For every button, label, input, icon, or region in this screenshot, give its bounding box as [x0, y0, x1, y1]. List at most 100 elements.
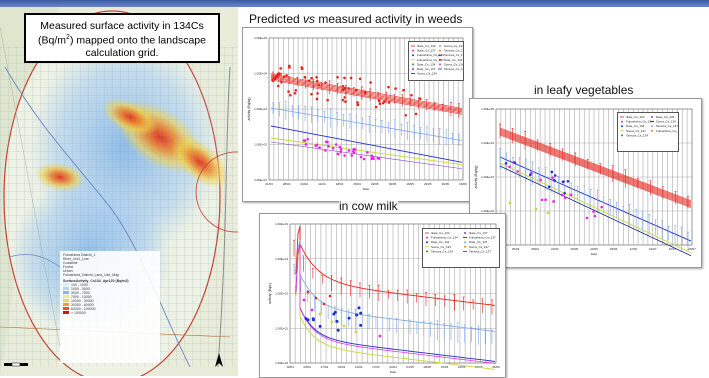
measured-point-red	[316, 92, 319, 95]
legend-swatch	[426, 236, 428, 239]
legend-swatch	[412, 63, 414, 66]
legend-entry: Tamura_Cs_134	[444, 49, 463, 53]
measured-point-magenta	[593, 214, 597, 218]
measured-point-magenta	[304, 143, 308, 146]
model-line-yellowgreen	[499, 162, 692, 254]
legend-entry: Iitate_Cs_134	[431, 231, 450, 235]
x-tick-label: 22/05	[458, 365, 466, 369]
measured-point-red	[349, 76, 353, 80]
legend-swatch	[651, 129, 653, 132]
model-line-red	[499, 131, 692, 205]
legend-entry: Soma_Cs_137	[444, 44, 463, 48]
measured-point-blue	[355, 313, 359, 317]
x-tick-label: 23/05	[424, 182, 432, 186]
measured-point-red	[402, 88, 405, 92]
legend-swatch	[426, 241, 428, 244]
model-line-red	[270, 77, 463, 113]
y-axis-label: activity (Bq/L)	[268, 283, 272, 304]
legend-entry: Date_Cs_134	[431, 240, 450, 244]
measured-point-red	[326, 98, 329, 102]
map-legend-item: Forest	[63, 265, 73, 269]
x-tick-label: 01/07	[649, 247, 657, 251]
x-tick-label: 21/03	[265, 182, 273, 186]
x-tick-label: 06/06	[459, 182, 467, 186]
y-tick-label: 1.00E+04	[275, 222, 288, 226]
weeds-chart: 1.00E+05 1.00E+04 1.00E+03 1.00E+02 1.00E+01…	[247, 36, 467, 191]
legend-entry: Tamura_Cs_134	[431, 249, 453, 253]
measured-point-red	[363, 91, 367, 95]
legend-entry: Date_Cs_134	[656, 115, 675, 119]
measured-point-blue	[550, 170, 554, 174]
y-tick-label: 1.00E+03	[254, 107, 267, 111]
measured-point-red	[324, 81, 327, 84]
map-legend-heading: SurfaceActivity_Cs134_Apr120 (Bq/m2)	[63, 279, 129, 283]
weeds-legend: Iitate_Cs_134 Iitate_Cs_137 Fukushima_Cs_1…	[408, 41, 464, 81]
measured-point-magenta	[302, 139, 306, 142]
measured-point-red	[343, 87, 346, 90]
scale-bar	[4, 362, 28, 367]
x-axis-label: Date	[591, 252, 598, 256]
measured-point-magenta	[338, 145, 342, 149]
measured-point-red	[341, 88, 345, 92]
measured-point-magenta	[302, 298, 306, 302]
legend-entry: Soma_Cs_137	[469, 245, 489, 249]
legend-swatch	[621, 120, 623, 123]
map-legend-item: Fukushima_Daiichi_Land_Use_Map	[63, 273, 120, 277]
measured-point-red	[354, 88, 358, 92]
model-line-blue	[295, 245, 496, 362]
north-arrow-icon	[215, 353, 223, 367]
model-line-red	[499, 128, 692, 202]
measured-point-red	[310, 76, 313, 80]
model-line-red	[295, 225, 496, 306]
measured-point-red	[344, 100, 347, 103]
legend-entry: Tamura_Cs_134	[444, 67, 463, 71]
measured-point-magenta	[331, 146, 335, 150]
measured-point-red	[341, 98, 345, 102]
legend-swatch	[439, 45, 441, 47]
measured-point-magenta	[600, 205, 604, 209]
measured-point-red	[279, 67, 282, 70]
x-tick-label: 29/05	[475, 365, 483, 369]
legend-swatch	[651, 116, 653, 118]
y-tick-label: 1.00E+00	[275, 361, 288, 365]
map-legend-item: Coastline	[63, 261, 78, 265]
measured-point-magenta	[353, 148, 357, 151]
x-tick-label: 30/05	[442, 182, 450, 186]
legend-entry: Iitate_Cs_134	[626, 115, 645, 119]
measured-point-blue	[335, 319, 339, 323]
x-tick-label: 03/04	[338, 365, 346, 369]
legend-entry: Tamura_Cs_134	[626, 133, 648, 137]
measured-point-red	[377, 99, 381, 103]
measured-point-red	[387, 101, 391, 104]
legend-entry: Iitate_Cs_137	[417, 49, 436, 53]
x-tick-label: 20/03	[303, 365, 311, 369]
measured-point-magenta	[516, 170, 519, 173]
map-legend-class: 100 - 1000	[63, 283, 157, 287]
measured-point-magenta	[540, 198, 544, 202]
measured-point-magenta	[347, 149, 351, 152]
measured-point-yellowgreen	[354, 330, 358, 334]
measured-point-red	[282, 75, 286, 79]
measured-point-red	[285, 74, 288, 77]
measured-point-blue	[359, 323, 363, 327]
model-line-blue	[499, 156, 692, 242]
y-tick-label: 1.00E+02	[481, 209, 494, 213]
legend-entry: Date_Cs_137	[417, 67, 436, 71]
x-axis-label: Date	[390, 370, 397, 374]
measured-point-magenta	[327, 144, 330, 148]
measured-point-red	[369, 81, 372, 84]
map-legend-item: River_xxx1_Line	[63, 257, 89, 261]
legend-entry: Fukushima_Cs_134	[417, 53, 444, 57]
x-tick-label: 02/05	[371, 182, 379, 186]
x-tick-label: 24/04	[389, 365, 397, 369]
measured-point-blue	[347, 316, 351, 320]
map-legend-class: 1000 - 3000	[63, 287, 157, 291]
legend-entry: Soma_Cs_134	[431, 245, 451, 249]
y-tick-label: 1.00E+04	[254, 72, 267, 76]
model-line-red	[270, 79, 463, 115]
x-tick-label: 01/05	[406, 365, 414, 369]
y-axis-label: activity (Bq/kg)	[474, 166, 478, 189]
measured-point-magenta	[324, 149, 327, 152]
x-tick-label: 16/05	[406, 182, 414, 186]
measured-point-magenta	[366, 151, 369, 154]
